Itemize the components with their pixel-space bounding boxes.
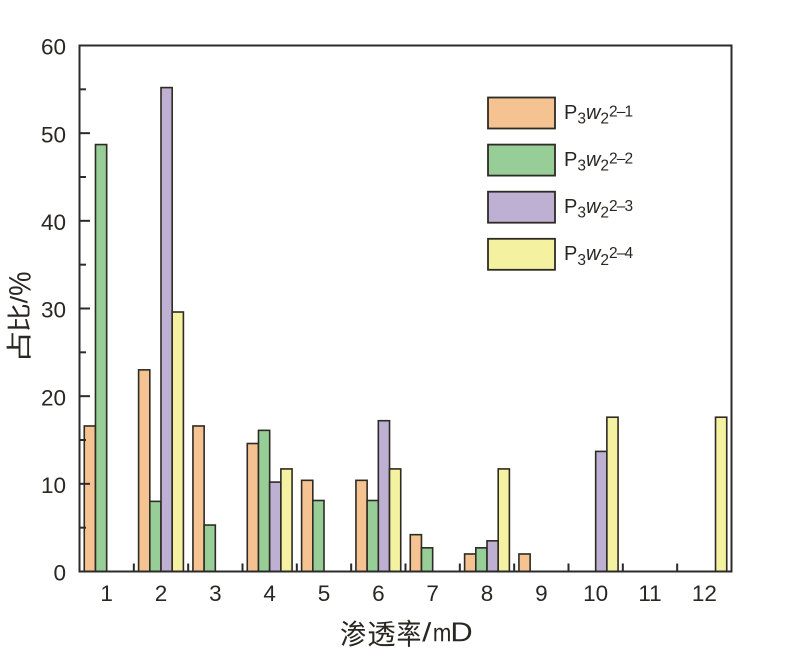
svg-text:10: 10 <box>41 473 66 498</box>
svg-text:6: 6 <box>372 581 385 606</box>
svg-text:60: 60 <box>41 35 66 60</box>
svg-text:7: 7 <box>426 581 439 606</box>
svg-text:2: 2 <box>155 581 168 606</box>
svg-text:12: 12 <box>692 581 717 606</box>
svg-text:10: 10 <box>583 581 608 606</box>
svg-text:4: 4 <box>263 581 276 606</box>
svg-text:1: 1 <box>100 581 113 606</box>
svg-text:20: 20 <box>41 385 66 410</box>
svg-text:5: 5 <box>318 581 331 606</box>
svg-text:50: 50 <box>41 122 66 147</box>
svg-text:8: 8 <box>481 581 494 606</box>
svg-text:9: 9 <box>535 581 548 606</box>
svg-text:0: 0 <box>53 561 66 586</box>
svg-text:30: 30 <box>41 298 66 323</box>
svg-text:3: 3 <box>209 581 222 606</box>
svg-text:11: 11 <box>638 581 661 606</box>
svg-text:40: 40 <box>41 210 66 235</box>
